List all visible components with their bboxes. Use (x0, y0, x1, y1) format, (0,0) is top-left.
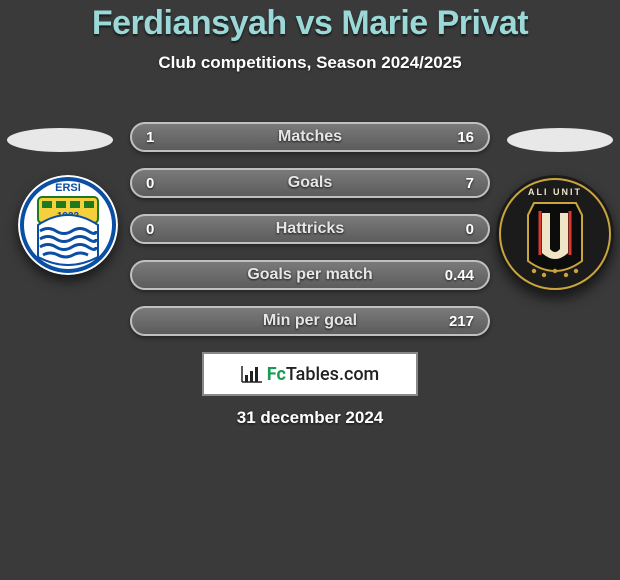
stat-label: Hattricks (276, 220, 344, 238)
bali-united-crest-icon: ALI UNIT (496, 175, 614, 293)
stat-label: Matches (278, 128, 342, 146)
stat-right-value: 0 (440, 221, 474, 238)
stat-left-value: 0 (146, 175, 180, 192)
player-shadow-right (507, 128, 613, 152)
stat-left-value: 0 (146, 221, 180, 238)
subtitle: Club competitions, Season 2024/2025 (0, 53, 620, 73)
persib-crest-icon: ERSI 1933 (18, 175, 118, 275)
page-title: Ferdiansyah vs Marie Privat (0, 4, 620, 43)
stat-row: 0 Goals 7 (130, 168, 490, 198)
stat-right-value: 16 (440, 129, 474, 146)
stat-right-value: 217 (440, 313, 474, 330)
club-crest-right: ALI UNIT (496, 175, 614, 293)
club-crest-left: ERSI 1933 (18, 175, 118, 275)
stats-table: 1 Matches 16 0 Goals 7 0 Hattricks 0 Goa… (130, 122, 490, 352)
stat-right-value: 7 (440, 175, 474, 192)
stat-left-value: 1 (146, 129, 180, 146)
attribution-text: FcTables.com (241, 364, 379, 385)
brand-prefix: Fc (267, 364, 286, 385)
stat-row: Goals per match 0.44 (130, 260, 490, 290)
stat-row: 1 Matches 16 (130, 122, 490, 152)
attribution-box: FcTables.com (202, 352, 418, 396)
stat-label: Goals per match (247, 266, 372, 284)
date-text: 31 december 2024 (0, 408, 620, 428)
stat-row: Min per goal 217 (130, 306, 490, 336)
stat-right-value: 0.44 (440, 267, 474, 284)
bar-chart-icon (241, 365, 263, 383)
stat-row: 0 Hattricks 0 (130, 214, 490, 244)
brand-suffix: Tables.com (286, 364, 379, 385)
svg-text:ALI UNIT: ALI UNIT (528, 187, 582, 197)
stat-label: Goals (288, 174, 332, 192)
stat-label: Min per goal (263, 312, 357, 330)
svg-text:ERSI: ERSI (55, 182, 81, 194)
player-shadow-left (7, 128, 113, 152)
